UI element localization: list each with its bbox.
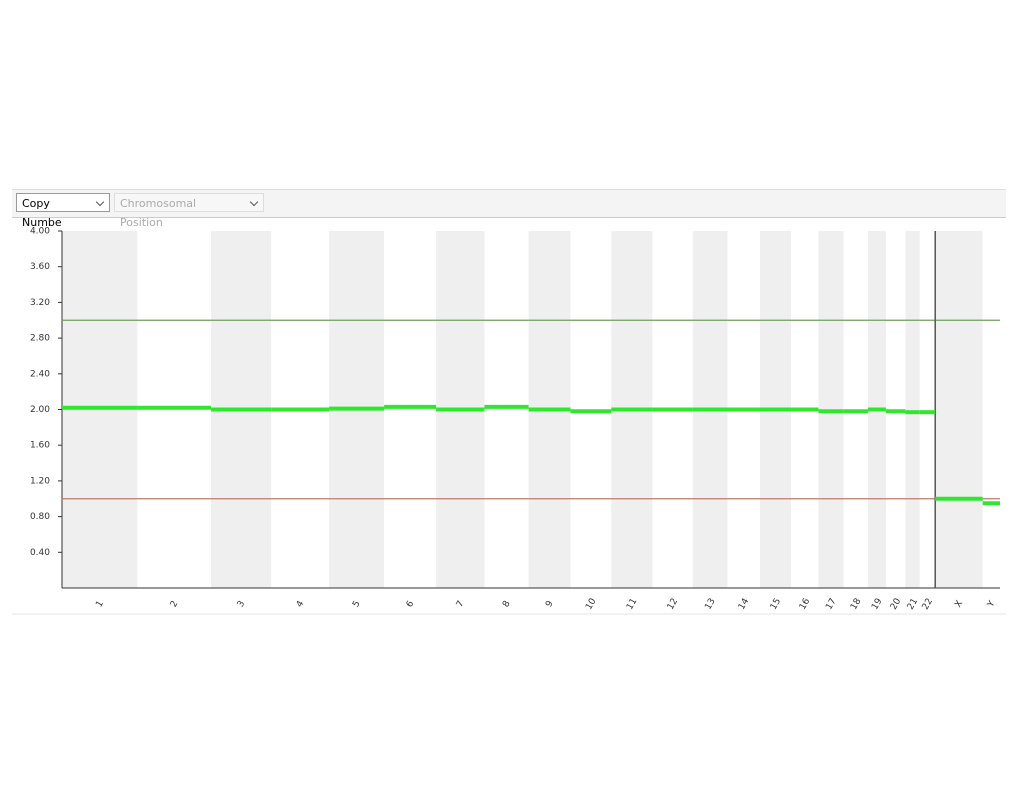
x-tick-label: 11 [625,597,639,612]
x-tick-label: 4 [295,599,307,609]
x-tick-label: 13 [703,597,717,612]
x-tick-label: Y [986,599,998,610]
x-tick-label: 8 [501,599,513,609]
y-tick-label: 0.80 [30,512,50,522]
chromosome-band [919,231,936,588]
x-tick-label: 22 [921,597,935,612]
y-tick-label: 1.60 [30,441,50,451]
chromosome-band [484,231,529,588]
y-tick-label: 2.80 [30,334,50,344]
x-tick-label: 15 [769,597,783,612]
y-tick-label: 2.40 [30,369,50,379]
y-tick-label: 3.20 [30,298,50,308]
x-tick-label: 19 [870,597,885,612]
x-tick-label: 3 [236,599,248,609]
x-tick-label: 1 [94,599,106,609]
y-tick-label: 4.00 [30,227,50,237]
x-tick-label: 2 [169,599,181,609]
x-tick-label: X [953,599,965,609]
x-tick-label: 10 [584,597,599,612]
x-tick-label: 21 [906,597,920,612]
x-tick-label: 18 [849,597,864,612]
x-tick-label: 20 [889,597,904,612]
y-tick-label: 2.00 [30,405,50,415]
x-tick-label: 14 [737,597,752,612]
x-tick-label: 5 [351,599,363,609]
x-tick-label: 16 [798,597,813,612]
y-tick-label: 0.40 [30,548,50,558]
x-tick-label: 17 [824,597,838,612]
chromosome-band [935,231,983,588]
chromosome-band [384,231,437,588]
x-tick-label: 12 [666,597,680,612]
metric-dropdown[interactable]: Copy Numbe [16,193,110,229]
position-dropdown: Chromosomal Position [114,193,264,229]
x-tick-label: 9 [544,599,556,609]
y-tick-label: 3.60 [30,262,50,272]
x-tick-label: 6 [405,599,417,609]
y-tick-label: 1.20 [30,476,50,486]
toolbar: Copy Numbe Chromosomal Position [12,189,1006,229]
chromosome-band [982,231,1000,588]
chromosome-band [905,231,920,588]
x-tick-label: 7 [455,599,467,609]
